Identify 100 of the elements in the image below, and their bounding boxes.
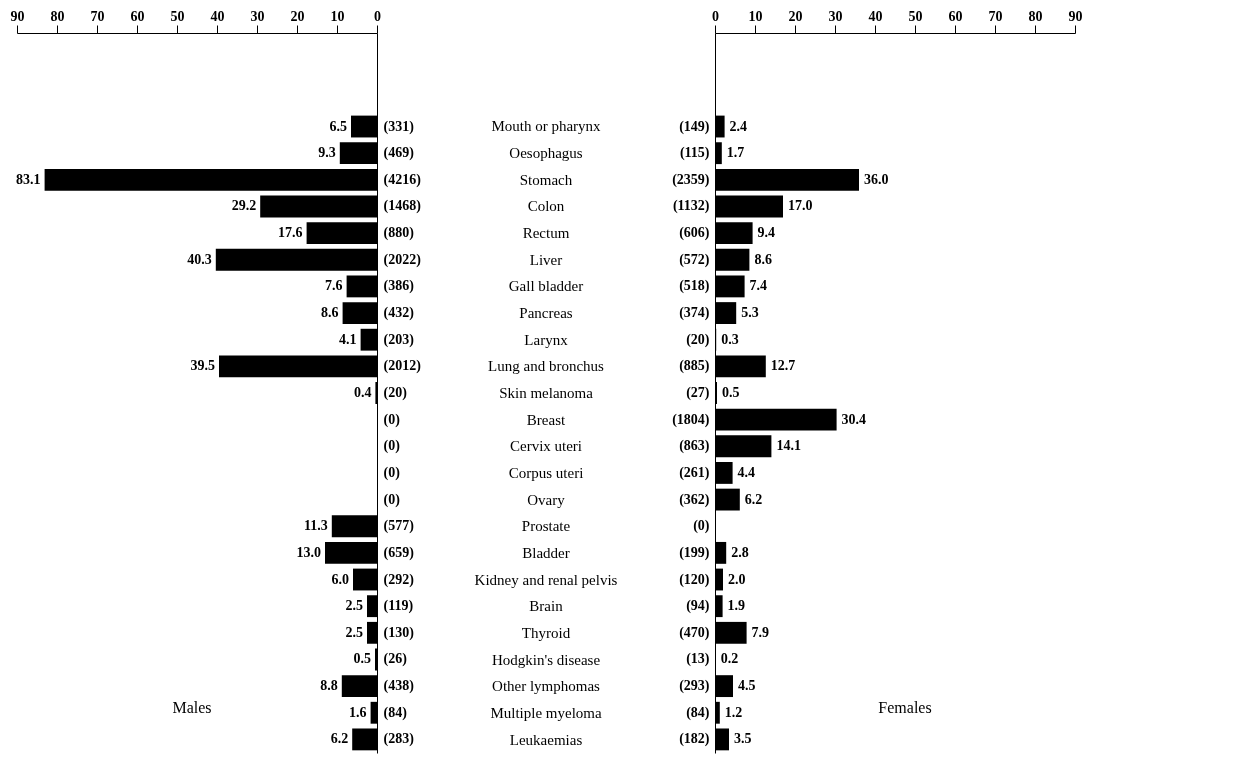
y-tick-label: (880): [383, 225, 415, 242]
data-label: 6.0: [331, 571, 349, 587]
data-label: 7.6: [325, 278, 343, 294]
text: Kidney and renal pelvis: [474, 571, 618, 588]
x2-tick-label: 30: [250, 8, 265, 24]
data-label: 17.6: [278, 225, 303, 241]
y-tick-label: (26): [383, 651, 408, 668]
text: Ovary: [527, 491, 566, 508]
data-label: 6.2: [330, 731, 349, 747]
x2-tick-label: 0: [712, 8, 719, 24]
data-label: 2.4: [729, 118, 748, 134]
data-label: 13.0: [296, 544, 321, 560]
annotation: Males: [172, 699, 212, 716]
data-label: 8.6: [321, 305, 339, 321]
y-tick-label: (438): [383, 678, 415, 695]
text: Oesophagus: [509, 145, 583, 161]
x2-tick-label: 90: [1068, 8, 1083, 24]
y-tick-label: (293): [679, 678, 710, 695]
data-label: 1.6: [349, 704, 367, 720]
data-label: 6.5: [329, 118, 347, 134]
x2-tick-label: 40: [210, 8, 225, 24]
y-tick-label: (261): [679, 464, 710, 481]
x2-tick-label: 10: [748, 8, 763, 24]
x2-tick-label: 10: [330, 8, 345, 24]
x2-tick-label: 20: [290, 8, 305, 24]
x2-tick-label: 60: [130, 8, 145, 24]
y-tick-label: (470): [679, 624, 710, 641]
text: Rectum: [522, 225, 570, 241]
y-tick-label: (374): [679, 305, 710, 322]
text: Skin melanoma: [499, 385, 594, 401]
text: Hodgkin's disease: [491, 651, 601, 668]
x2-tick-label: 60: [948, 8, 963, 24]
y-tick-label: (432): [383, 305, 415, 322]
data-label: 83.1: [16, 171, 41, 187]
text: Stomach: [519, 171, 573, 188]
text: Liver: [529, 251, 563, 268]
text: Pancreas: [519, 305, 573, 321]
data-label: 2.5: [345, 598, 363, 614]
data-label: 5.3: [741, 305, 759, 321]
y-tick-label: (4216): [383, 171, 422, 188]
text: Multiple myeloma: [490, 705, 602, 721]
data-label: 1.7: [726, 145, 745, 161]
y-tick-label: (885): [679, 358, 710, 375]
x2-tick-label: 20: [788, 8, 803, 24]
y-tick-label: (20): [383, 385, 408, 401]
y-tick-label: (2022): [383, 251, 422, 268]
x2-tick-label: 70: [988, 8, 1003, 24]
y-tick-label: (863): [679, 438, 710, 455]
text: Mouth or pharynx: [491, 118, 602, 135]
y-tick-label: (659): [383, 544, 415, 561]
x2-tick-label: 50: [170, 8, 185, 24]
data-label: 0.5: [722, 385, 740, 400]
data-label: 4.1: [339, 331, 357, 347]
y-tick-label: (182): [679, 731, 710, 748]
y-tick-label: (0): [383, 464, 401, 481]
y-tick-label: (20): [686, 331, 710, 348]
y-tick-label: (94): [686, 598, 710, 615]
y-tick-label: (283): [383, 731, 415, 748]
y-tick-label: (0): [383, 491, 401, 508]
x2-tick-label: 70: [90, 8, 105, 24]
data-label: 12.7: [770, 358, 796, 374]
data-label: 39.5: [190, 358, 215, 374]
y-tick-label: (27): [686, 385, 710, 401]
y-tick-label: (203): [383, 331, 415, 348]
text: Brain: [529, 598, 564, 615]
data-label: 40.3: [187, 251, 212, 267]
y-tick-label: (577): [383, 518, 415, 535]
y-tick-label: (518): [679, 278, 710, 295]
text: Cervix uteri: [509, 438, 583, 455]
y-tick-label: (119): [383, 598, 414, 615]
y-tick-label: (84): [383, 704, 408, 721]
data-label: 9.3: [318, 145, 336, 161]
y-tick-label: (115): [679, 145, 710, 162]
y-tick-label: (606): [679, 225, 710, 242]
data-label: 36.0: [864, 171, 889, 187]
text: Other lymphomas: [492, 678, 601, 695]
data-label: 7.4: [749, 278, 768, 294]
y-tick-label: (331): [383, 118, 415, 135]
y-tick-label: (0): [383, 438, 401, 455]
data-label: 0.3: [721, 331, 739, 347]
data-label: 1.9: [727, 598, 746, 614]
y-tick-label: (199): [679, 544, 710, 561]
data-label: 8.8: [320, 678, 338, 694]
data-label: 8.6: [754, 251, 772, 267]
data-label: 14.1: [776, 438, 801, 454]
text: Females: [878, 699, 932, 716]
x2-tick-label: 0: [374, 8, 381, 24]
y-tick-label: (13): [686, 651, 710, 668]
data-label: 11.3: [304, 518, 328, 534]
text: Lung and bronchus: [488, 358, 605, 375]
y-tick-label: (386): [383, 278, 415, 295]
data-label: 4.5: [738, 678, 756, 694]
y-tick-label: (1804): [672, 411, 710, 428]
data-label: 4.4: [737, 464, 756, 480]
text: Prostate: [521, 518, 571, 535]
text: Larynx: [524, 331, 569, 348]
y-tick-label: (572): [679, 251, 710, 268]
y-tick-label: (84): [686, 704, 710, 721]
text: Thyroid: [521, 625, 571, 641]
data-label: 2.0: [728, 571, 746, 587]
